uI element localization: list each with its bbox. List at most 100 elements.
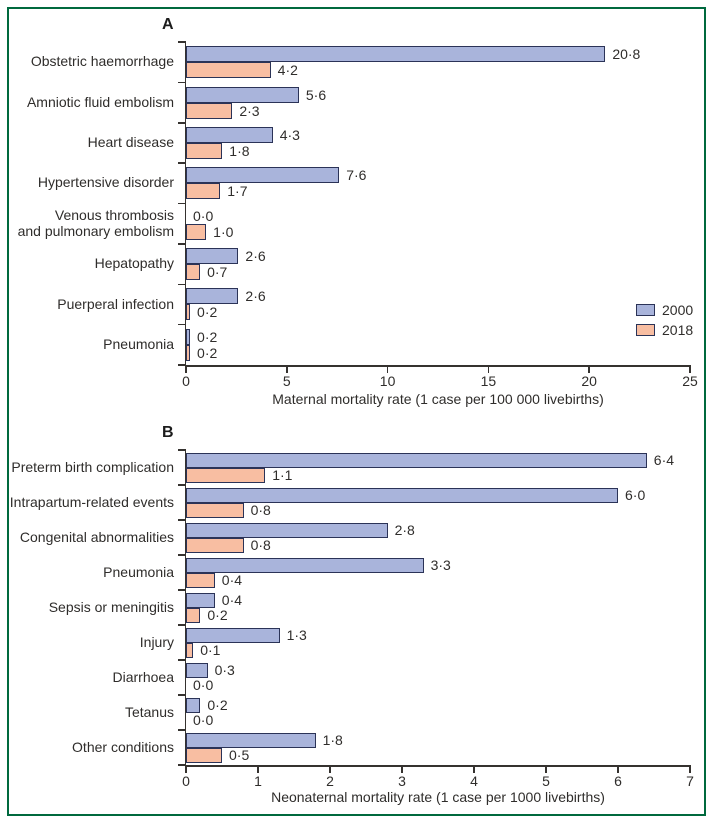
x-tick-label: 0 <box>182 373 190 389</box>
value-label: 4·2 <box>277 62 298 79</box>
value-label: 1·7 <box>227 183 248 200</box>
y-axis-tick <box>177 624 186 626</box>
category-label: Pneumonia <box>103 563 174 580</box>
bar-2018 <box>186 223 207 240</box>
panel-a-x-axis-title: Maternal mortality rate (1 case per 100 … <box>272 391 604 407</box>
value-label: 1·8 <box>229 142 250 159</box>
bar-2000 <box>186 46 606 63</box>
y-axis-tick <box>177 202 186 205</box>
value-label: 0·0 <box>193 677 214 693</box>
x-axis-tick <box>689 766 691 773</box>
panel-b-letter: B <box>162 424 174 441</box>
legend-item-2018: 2018 <box>636 322 693 338</box>
value-label: 1·3 <box>286 627 307 643</box>
y-axis-tick <box>177 162 186 164</box>
value-label: 1·0 <box>213 223 234 240</box>
x-tick-label: 3 <box>398 773 406 789</box>
y-axis-tick <box>177 519 186 521</box>
x-tick-label: 2 <box>326 773 334 789</box>
x-axis-tick <box>487 366 490 373</box>
value-label: 0·4 <box>221 572 243 588</box>
bar-2000 <box>186 697 201 713</box>
x-axis-tick <box>545 766 547 773</box>
bar-2000 <box>186 167 340 184</box>
bar-2000 <box>186 662 208 678</box>
category-label: Diarrhoea <box>112 668 174 685</box>
value-label: 1·8 <box>322 732 343 748</box>
bar-2018 <box>186 304 191 321</box>
x-axis-tick <box>329 766 331 773</box>
category-label: Amniotic fluid embolism <box>26 93 174 110</box>
category-label: Puerperal infection <box>57 295 174 312</box>
y-axis-tick <box>177 694 186 696</box>
value-label: 0·5 <box>229 747 250 763</box>
y-axis-tick <box>177 41 186 43</box>
value-label: 2·3 <box>239 102 260 119</box>
value-label: 0·2 <box>207 607 228 623</box>
category-label: Heart disease <box>87 134 174 151</box>
value-label: 0·7 <box>207 264 228 281</box>
bar-2018 <box>186 344 191 361</box>
x-axis-tick <box>617 766 619 773</box>
x-tick-label: 4 <box>470 773 478 789</box>
value-label: 1·1 <box>272 467 293 483</box>
y-axis-tick <box>177 283 186 285</box>
y-axis-tick <box>177 659 186 661</box>
bar-2018 <box>186 264 201 281</box>
value-label: 0·4 <box>221 592 243 608</box>
value-label: 7·6 <box>346 167 367 184</box>
y-axis-tick <box>177 81 186 84</box>
value-label: 0·2 <box>207 697 228 713</box>
bar-2018 <box>186 62 271 79</box>
bar-2018 <box>186 642 194 658</box>
x-axis-line <box>184 365 691 367</box>
bar-2018 <box>186 467 266 483</box>
bar-2000 <box>186 557 424 573</box>
bar-2000 <box>186 522 388 538</box>
value-label: 0·8 <box>250 537 271 553</box>
category-label: Preterm birth complication <box>11 458 174 475</box>
legend-label-2000: 2000 <box>662 301 694 318</box>
category-label: Hepatopathy <box>94 255 174 272</box>
bar-2018 <box>186 537 244 553</box>
figure-frame <box>7 7 706 816</box>
bar-2000 <box>186 288 239 305</box>
x-axis-tick <box>401 766 403 773</box>
x-axis-tick <box>185 766 187 773</box>
value-label: 5·6 <box>305 86 327 103</box>
y-axis-line <box>184 450 186 765</box>
bar-2018 <box>186 502 244 518</box>
bar-2000 <box>186 86 299 103</box>
x-axis-tick <box>286 366 288 373</box>
category-label: Obstetric haemorrhage <box>30 53 174 70</box>
bar-2018 <box>186 183 221 200</box>
category-label: Hypertensive disorder <box>37 174 174 191</box>
panel-a-letter: A <box>162 16 174 33</box>
bar-2000 <box>186 126 273 143</box>
category-label: Intrapartum-related events <box>9 493 174 510</box>
y-axis-tick <box>177 243 186 245</box>
panel-b-x-axis-title: Neonaternal mortality rate (1 case per 1… <box>271 789 605 805</box>
x-axis-tick <box>185 366 187 373</box>
bar-2018 <box>186 102 233 119</box>
value-label: 0·2 <box>197 344 218 361</box>
value-label: 2·8 <box>394 522 415 538</box>
category-label: Other conditions <box>72 738 174 755</box>
value-label: 0·1 <box>200 642 221 658</box>
y-axis-tick <box>177 764 186 766</box>
category-label: Injury <box>139 633 174 650</box>
x-tick-label: 6 <box>614 773 622 789</box>
x-axis-tick <box>689 366 691 373</box>
x-axis-tick <box>588 366 590 373</box>
bar-2018 <box>186 572 215 588</box>
category-label: Tetanus <box>124 703 174 720</box>
bar-2000 <box>186 452 647 468</box>
value-label: 0·2 <box>197 328 218 345</box>
x-tick-label: 5 <box>282 373 291 389</box>
legend: 2000 2018 <box>636 301 694 338</box>
y-axis-tick <box>177 589 186 591</box>
bar-2018 <box>186 142 223 159</box>
